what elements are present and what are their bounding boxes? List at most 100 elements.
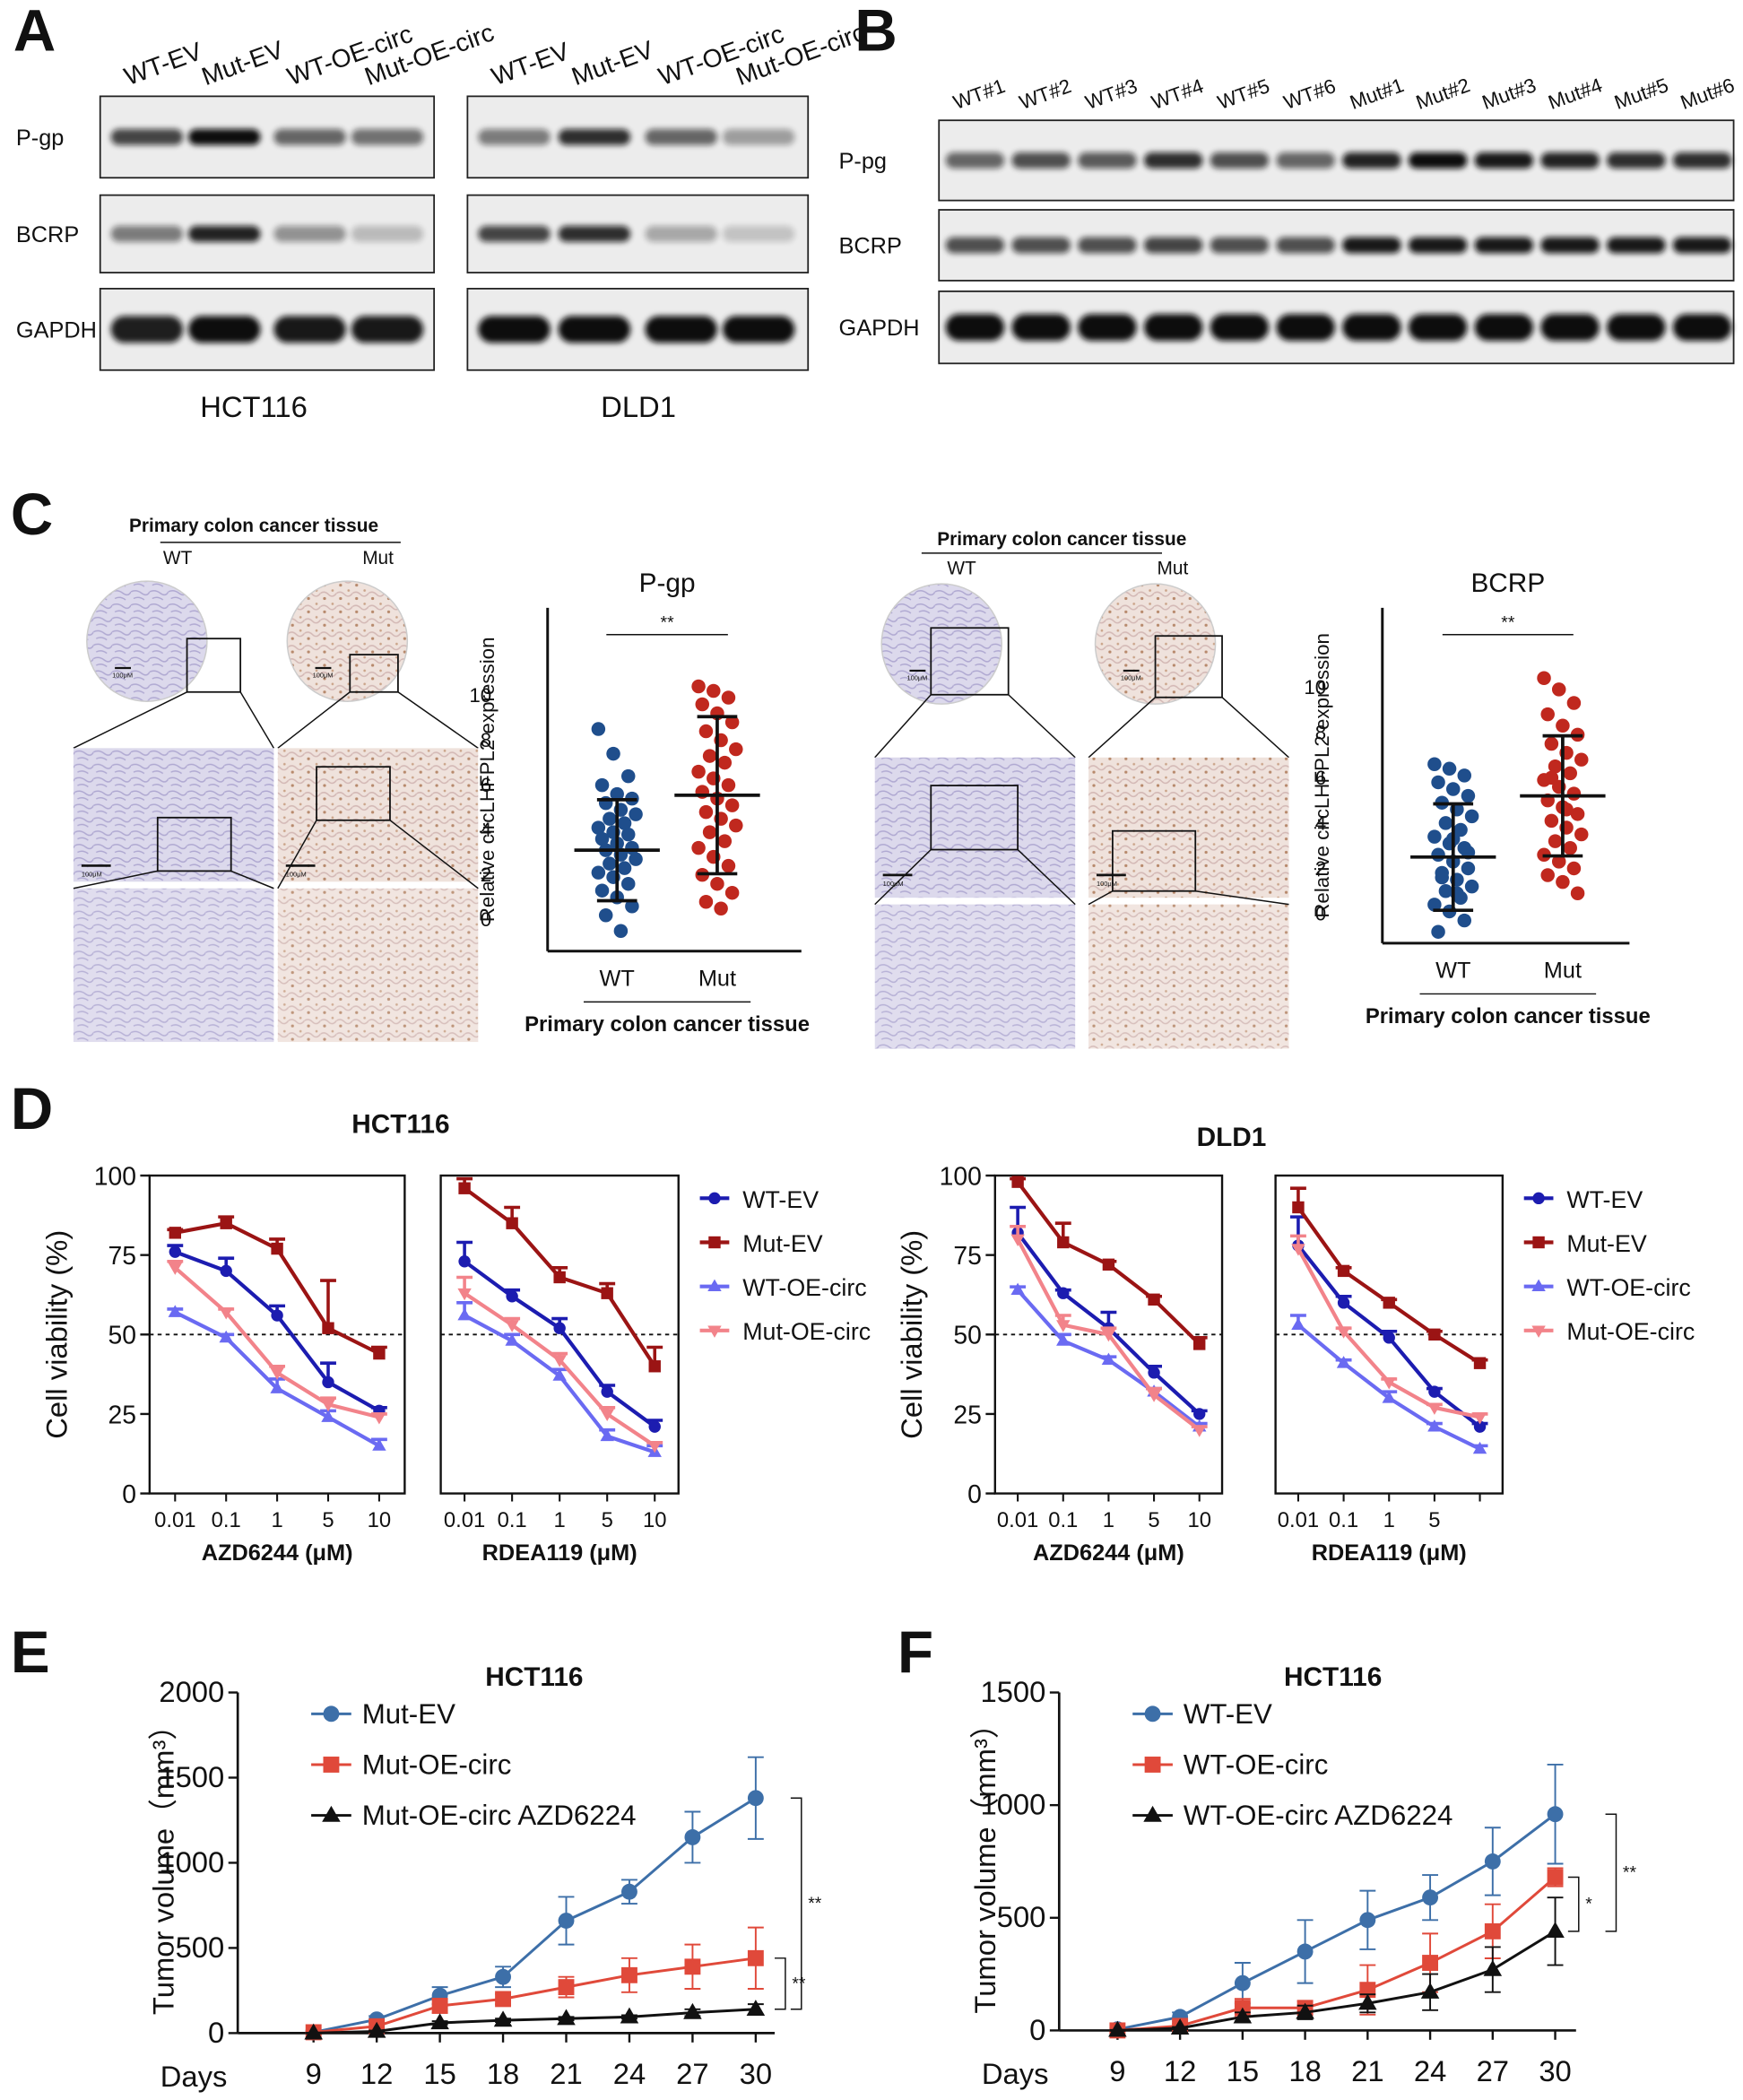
blot-band [1540, 152, 1600, 169]
y-tick-label: 6 [481, 774, 491, 796]
significance-bracket [790, 1797, 802, 2010]
point [601, 1385, 613, 1398]
ihc-core [286, 580, 409, 702]
point [557, 2009, 576, 2026]
significance-label: ** [792, 1974, 806, 1993]
point [1544, 770, 1559, 785]
y-tick-label: 8 [481, 729, 491, 751]
point [1296, 1943, 1314, 1960]
x-tick-label: 0.01 [444, 1508, 485, 1532]
y-tick-label: 1500 [980, 1675, 1045, 1708]
point [1192, 1425, 1207, 1437]
point [169, 1227, 181, 1239]
point [505, 1333, 519, 1346]
blot-band [188, 225, 261, 242]
point [621, 1966, 637, 1983]
point [1574, 752, 1589, 767]
ihc-zoom-line [1221, 697, 1290, 759]
blot-lane-label: WT#5 [1215, 74, 1273, 114]
point [1193, 1408, 1206, 1420]
point [724, 798, 740, 812]
series-line [464, 1314, 655, 1454]
x-tick-label: 0.01 [997, 1508, 1038, 1532]
point [372, 1438, 386, 1451]
point [721, 690, 736, 705]
y-tick-label: 25 [108, 1400, 135, 1428]
x-tick-label: 9 [306, 2057, 322, 2090]
point [1435, 870, 1449, 885]
point [1547, 1806, 1564, 1823]
x-tick-label: 1 [1103, 1508, 1114, 1532]
point [1438, 816, 1453, 830]
scale-bar-label: 100μM [112, 671, 133, 679]
point [1457, 913, 1472, 928]
point [270, 1367, 284, 1380]
point [1473, 1420, 1487, 1433]
point [1544, 813, 1559, 829]
x-tick-label: 15 [1227, 2054, 1259, 2087]
x-tick-label: 21 [550, 2057, 582, 2090]
point [684, 1958, 701, 1975]
y-axis-label: Tumor volume（mm³） [968, 1709, 1002, 2013]
point [457, 1288, 472, 1301]
point [601, 1287, 613, 1299]
point [1010, 1234, 1025, 1246]
blot-band [110, 225, 184, 242]
ihc-zoom-line [239, 691, 275, 749]
x-tick-label: 30 [1539, 2054, 1571, 2087]
point [702, 749, 717, 763]
significance-label: ** [1501, 612, 1515, 632]
y-tick-label: 4 [481, 819, 491, 841]
x-axis-label: Days [160, 2060, 228, 2093]
point [1483, 1959, 1503, 1976]
legend-label: Mut-EV [1566, 1230, 1646, 1257]
legend-marker [322, 1805, 341, 1822]
ihc-group-label: WT [947, 559, 976, 579]
x-tick-label: 0.1 [212, 1508, 241, 1532]
point [219, 1330, 233, 1343]
point [600, 1409, 614, 1421]
x-axis-label: Days [982, 2057, 1049, 2090]
point [1056, 1320, 1071, 1332]
legend-label: WT-EV [742, 1186, 819, 1213]
point [746, 2000, 766, 2016]
blot-band [1210, 237, 1270, 254]
significance-label: * [1585, 1895, 1592, 1914]
point [710, 876, 724, 891]
significance-bracket [1605, 1813, 1617, 1932]
point [729, 818, 743, 833]
blot-cell-line: DLD1 [601, 390, 676, 423]
legend-marker [1532, 1192, 1545, 1205]
legend-marker [708, 1192, 721, 1205]
blot-band [645, 128, 717, 145]
ihc-zoom-line [1008, 694, 1076, 759]
point [1427, 898, 1442, 912]
point [603, 811, 617, 826]
x-tick-label: 27 [676, 2057, 708, 2090]
legend-label: WT-EV [1184, 1698, 1272, 1730]
point [493, 2010, 513, 2027]
ihc-image [1088, 904, 1289, 1049]
point [717, 834, 733, 848]
blot-lane-label: WT#4 [1149, 74, 1207, 114]
scale-bar-label: 100μM [286, 870, 307, 878]
blot-band [1078, 237, 1137, 254]
point [1427, 757, 1442, 771]
point [1057, 1236, 1070, 1249]
ihc-zoom-line [874, 849, 932, 906]
x-tick-label: 27 [1477, 2054, 1509, 2087]
point [1291, 1317, 1305, 1331]
blot-lane-label: Mut#2 [1413, 74, 1473, 114]
ihc-image [277, 748, 479, 882]
ihc-zoom-line [277, 691, 351, 749]
point [620, 876, 636, 891]
ihc-core [880, 583, 1002, 705]
blot-lane-label: Mut#1 [1347, 74, 1407, 114]
blot-band [722, 225, 795, 242]
blot-band [558, 225, 631, 242]
significance-label: ** [661, 612, 675, 632]
ihc-zoom-box [930, 785, 1019, 851]
point [1337, 1297, 1350, 1309]
point [1546, 1922, 1565, 1939]
y-axis-label: Relative circLHFPL2 expression [1311, 633, 1333, 918]
